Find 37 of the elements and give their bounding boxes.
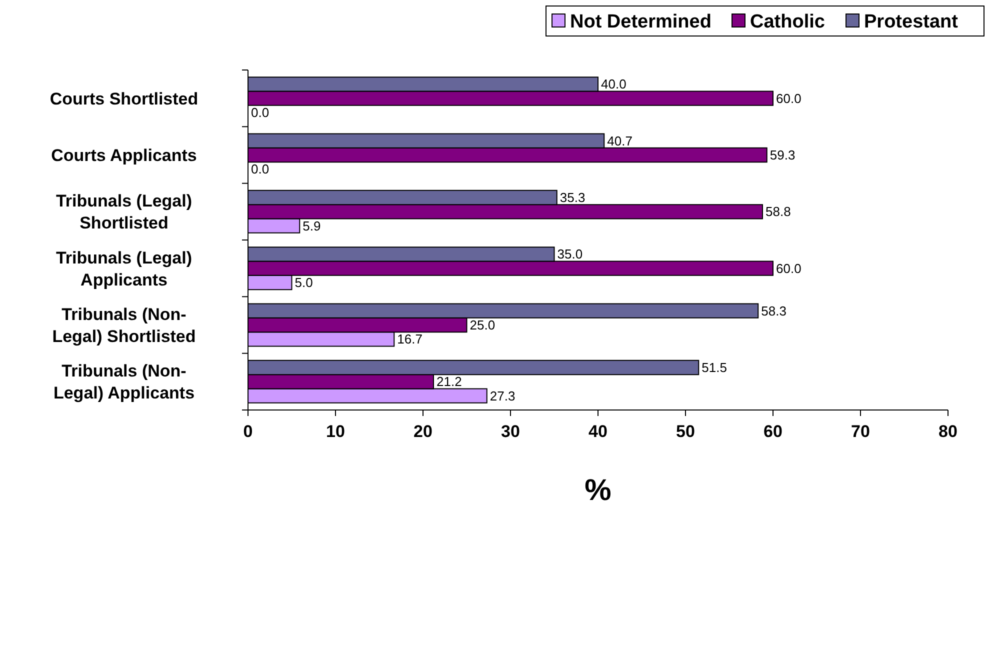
x-tick-label: 60	[764, 422, 782, 441]
legend-label: Catholic	[750, 12, 826, 33]
data-label: 59.3	[770, 148, 796, 163]
data-label: 58.8	[766, 204, 791, 220]
x-tick-label: 40	[588, 422, 608, 441]
data-label: 40.7	[607, 133, 632, 148]
legend-label: Not Determined	[570, 12, 712, 33]
data-label: 16.7	[397, 332, 422, 347]
data-label: 51.5	[702, 360, 727, 376]
data-label: 0.0	[251, 105, 270, 120]
y-tick-label: Tribunals (Non-Legal) Applicants	[53, 362, 195, 403]
x-tick-label: 0	[243, 422, 253, 441]
y-tick-label: Tribunals (Non-Legal) Shortlisted	[52, 304, 196, 346]
x-tick-label: 70	[851, 422, 870, 441]
legend-label: Protestant	[864, 12, 959, 33]
data-label: 0.0	[251, 162, 270, 177]
data-label: 5.0	[294, 275, 313, 290]
data-label: 35.0	[557, 246, 583, 262]
data-label: 58.3	[761, 303, 786, 318]
data-label: 60.0	[776, 90, 802, 106]
data-label: 35.3	[560, 190, 586, 206]
x-tick-label: 80	[938, 422, 958, 441]
x-tick-label: 30	[501, 422, 520, 441]
x-tick-label: 20	[414, 422, 432, 441]
data-label: 25.0	[470, 318, 496, 333]
x-tick-label: 50	[676, 422, 695, 441]
y-tick-label: Tribunals (Legal) Shortlisted	[56, 192, 192, 233]
y-tick-label: Courts Shortlisted	[50, 89, 198, 108]
x-axis-title: %	[584, 474, 612, 507]
data-label: 60.0	[776, 260, 802, 276]
y-tick-label: Courts Applicants	[51, 146, 197, 165]
data-label: 40.0	[601, 76, 626, 92]
data-label: 27.3	[490, 388, 516, 404]
y-tick-label: Tribunals (Legal) Applicants	[56, 248, 192, 290]
data-label: 21.2	[436, 374, 462, 390]
data-label: 5.9	[302, 218, 321, 234]
x-tick-label: 10	[326, 422, 345, 441]
